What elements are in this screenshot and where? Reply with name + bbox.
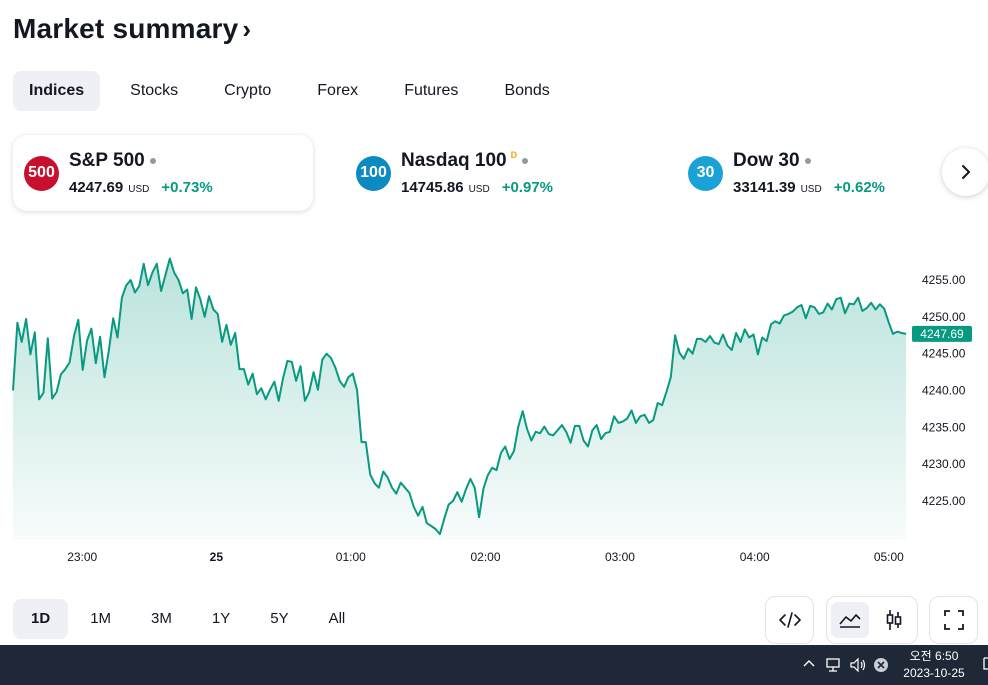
- x-tick-label: 23:00: [67, 550, 97, 564]
- market-status-dot: [522, 158, 529, 164]
- y-axis: 4255.00 4250.00 4245.00 4240.00 4235.00 4230.…: [922, 273, 966, 508]
- page-title[interactable]: Market summary ›: [13, 12, 252, 45]
- index-card-nasdaq100[interactable]: 100 Nasdaq 100 D 14745.86 USD +0.97%: [345, 135, 645, 211]
- x-tick-label: 03:00: [605, 550, 635, 564]
- network-icon[interactable]: [825, 657, 843, 673]
- embed-code-icon: [778, 612, 801, 628]
- next-cards-button[interactable]: [942, 148, 988, 196]
- index-name: Dow 30: [733, 150, 800, 171]
- currency-label: USD: [800, 184, 822, 195]
- range-1y[interactable]: 1Y: [211, 610, 231, 627]
- chevron-right-icon: ›: [242, 14, 252, 44]
- chart-style-toggle: [826, 596, 918, 644]
- price-line: [12, 257, 907, 536]
- range-5y[interactable]: 5Y: [270, 610, 289, 627]
- index-change: +0.73%: [161, 179, 213, 196]
- range-1d[interactable]: 1D: [13, 599, 69, 639]
- fullscreen-icon: [943, 610, 964, 630]
- y-tick-label: 4250.00: [922, 310, 966, 324]
- index-change: +0.62%: [833, 179, 885, 196]
- tab-bonds[interactable]: Bonds: [504, 82, 550, 99]
- index-price: 14745.86: [401, 179, 464, 196]
- x-tick-label: 25: [210, 550, 224, 564]
- nasdaq100-logo: 100: [356, 155, 391, 191]
- index-card-sp500[interactable]: 500 S&P 500 4247.69 USD +0.73%: [13, 135, 313, 211]
- x-tick-label: 01:00: [336, 550, 366, 564]
- y-tick-label: 4240.00: [922, 384, 966, 398]
- tab-stocks[interactable]: Stocks: [130, 82, 179, 99]
- x-tick-label: 04:00: [740, 550, 770, 564]
- range-all[interactable]: All: [328, 610, 346, 627]
- range-selector: 1D 1M 3M 1Y 5Y All: [13, 599, 367, 639]
- y-tick-label: 4245.00: [922, 347, 966, 361]
- last-price-label: 4247.69: [920, 327, 964, 341]
- candlestick-icon: [886, 610, 902, 630]
- y-tick-label: 4255.00: [922, 273, 966, 287]
- chevron-up-icon[interactable]: [803, 659, 815, 667]
- index-change: +0.97%: [501, 179, 553, 196]
- chevron-right-icon: [962, 165, 971, 179]
- notification-icon[interactable]: [983, 657, 988, 673]
- index-card-dow30[interactable]: 30 Dow 30 33141.39 USD +0.62%: [677, 135, 977, 211]
- y-tick-label: 4230.00: [922, 457, 966, 471]
- currency-label: USD: [128, 184, 150, 195]
- dow30-logo: 30: [688, 155, 723, 191]
- candlestick-button[interactable]: [875, 602, 913, 638]
- range-1m[interactable]: 1M: [90, 610, 112, 627]
- embed-button[interactable]: [765, 596, 814, 644]
- y-tick-label: 4225.00: [922, 494, 966, 508]
- area-chart-button[interactable]: [831, 602, 869, 638]
- tab-indices[interactable]: Indices: [13, 71, 101, 111]
- price-chart[interactable]: 4255.00 4250.00 4245.00 4240.00 4235.00 4230.…: [0, 240, 988, 580]
- market-status-dot: [804, 158, 811, 164]
- taskbar: 오전 6:50 2023-10-25: [0, 645, 988, 685]
- last-price-marker: 4247.69: [912, 325, 972, 342]
- x-tick-label: 05:00: [874, 550, 904, 564]
- y-tick-label: 4235.00: [922, 420, 966, 434]
- index-name: Nasdaq 100: [401, 150, 507, 171]
- system-clock[interactable]: 오전 6:50 2023-10-25: [898, 648, 970, 682]
- sp500-logo: 500: [24, 155, 59, 191]
- currency-label: USD: [468, 184, 490, 195]
- volume-icon[interactable]: [849, 657, 867, 673]
- category-tabs: Indices Stocks Crypto Forex Futures Bond…: [13, 71, 580, 111]
- market-status-dot: [149, 158, 156, 164]
- tab-crypto[interactable]: Crypto: [224, 82, 272, 99]
- fullscreen-button[interactable]: [929, 596, 978, 644]
- tab-futures[interactable]: Futures: [404, 82, 459, 99]
- index-price: 33141.39: [733, 179, 796, 196]
- index-price: 4247.69: [69, 179, 124, 196]
- close-circle-icon[interactable]: [873, 657, 889, 673]
- x-axis: 23:00 25 01:00 02:00 03:00 04:00 05:00: [67, 550, 904, 564]
- clock-time: 오전 6:50: [909, 649, 959, 663]
- price-area-fill: [13, 258, 906, 540]
- x-tick-label: 02:00: [470, 550, 500, 564]
- clock-date: 2023-10-25: [903, 666, 965, 680]
- index-cards: 500 S&P 500 4247.69 USD +0.73% 100 Nasda…: [13, 135, 988, 211]
- area-chart-icon: [839, 614, 861, 628]
- tab-forex[interactable]: Forex: [317, 82, 359, 99]
- delayed-marker: D: [510, 150, 518, 160]
- range-3m[interactable]: 3M: [151, 610, 172, 627]
- index-name: S&P 500: [69, 150, 145, 171]
